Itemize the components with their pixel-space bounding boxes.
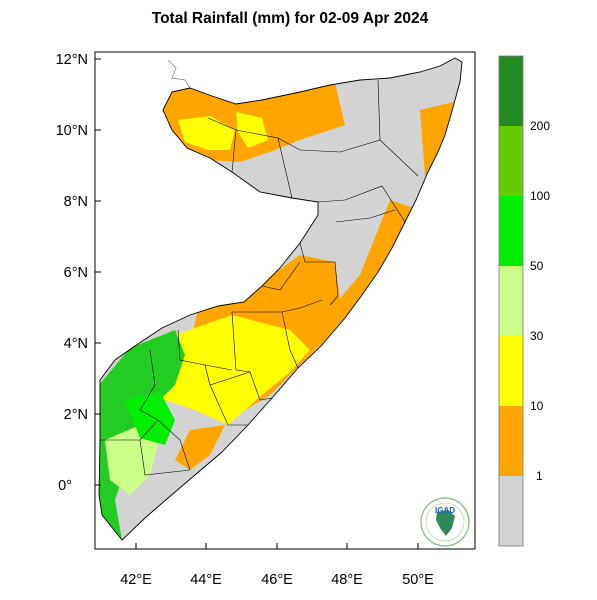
legend-label: 50 (530, 259, 544, 273)
neighbour-border (167, 59, 191, 89)
lat-tick-labels: 12°N 10°N 8°N 6°N 4°N 2°N 0° (56, 52, 88, 494)
legend-swatch (499, 336, 523, 406)
lat-tick-label: 0° (58, 478, 72, 494)
legend-border (498, 55, 524, 547)
legend-label: 1 (536, 469, 543, 483)
lat-tick-label: 10°N (56, 123, 88, 139)
legend-swatch (499, 266, 523, 336)
legend-swatch-bottom (499, 476, 523, 546)
legend-label: 30 (530, 329, 544, 343)
region-borders (100, 79, 419, 476)
lon-tick-label: 48°E (331, 572, 363, 588)
legend: 200 100 50 30 10 1 (498, 55, 550, 547)
igad-logo: IGAD (420, 497, 470, 547)
legend-label: 10 (530, 399, 544, 413)
legend-swatch-top (499, 56, 523, 126)
lon-tick-marks (135, 543, 419, 549)
lon-tick-label: 42°E (120, 572, 152, 588)
lon-tick-label: 50°E (402, 572, 434, 588)
lat-tick-label: 4°N (64, 336, 88, 352)
legend-label: 200 (530, 119, 550, 133)
legend-swatch (499, 196, 523, 266)
lat-tick-label: 12°N (56, 52, 88, 68)
lat-tick-marks (95, 58, 101, 486)
lat-tick-label: 6°N (64, 265, 88, 281)
lat-tick-label: 2°N (64, 407, 88, 423)
legend-label: 100 (530, 189, 550, 203)
lon-tick-labels: 42°E 44°E 46°E 48°E 50°E (120, 572, 434, 588)
lat-tick-label: 8°N (64, 194, 88, 210)
lon-tick-label: 46°E (261, 572, 293, 588)
map-title: Total Rainfall (mm) for 02-09 Apr 2024 (151, 10, 429, 27)
legend-swatch (499, 126, 523, 196)
igad-logo-text: IGAD (435, 506, 455, 515)
legend-swatch (499, 406, 523, 476)
lon-tick-label: 44°E (190, 572, 222, 588)
